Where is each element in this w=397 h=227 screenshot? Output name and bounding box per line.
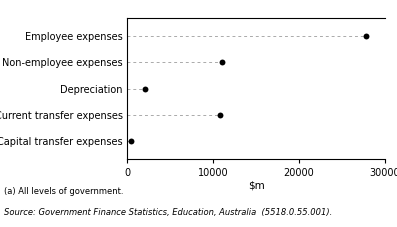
Point (218, 61, 225, 64)
X-axis label: $m: $m (248, 181, 264, 191)
Text: (a) All levels of government.: (a) All levels of government. (4, 187, 123, 196)
Point (217, 113, 223, 116)
Point (128, 139, 135, 143)
Point (142, 87, 148, 90)
Text: Source: Government Finance Statistics, Education, Australia  (5518.0.55.001).: Source: Government Finance Statistics, E… (4, 208, 332, 217)
Point (363, 35, 369, 38)
